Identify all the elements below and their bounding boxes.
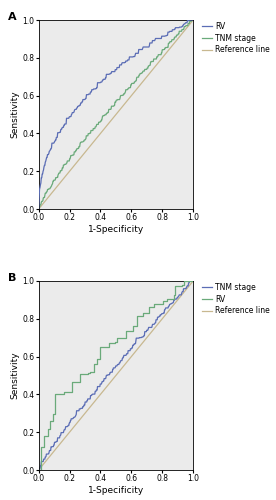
Legend: RV, TNM stage, Reference line: RV, TNM stage, Reference line [202, 22, 270, 54]
Y-axis label: Sensitivity: Sensitivity [10, 90, 20, 138]
X-axis label: 1-Specificity: 1-Specificity [88, 486, 144, 495]
X-axis label: 1-Specificity: 1-Specificity [88, 225, 144, 234]
Y-axis label: Sensitivity: Sensitivity [10, 352, 20, 400]
Legend: TNM stage, RV, Reference line: TNM stage, RV, Reference line [202, 283, 270, 315]
Text: B: B [8, 274, 16, 283]
Text: A: A [8, 12, 16, 22]
